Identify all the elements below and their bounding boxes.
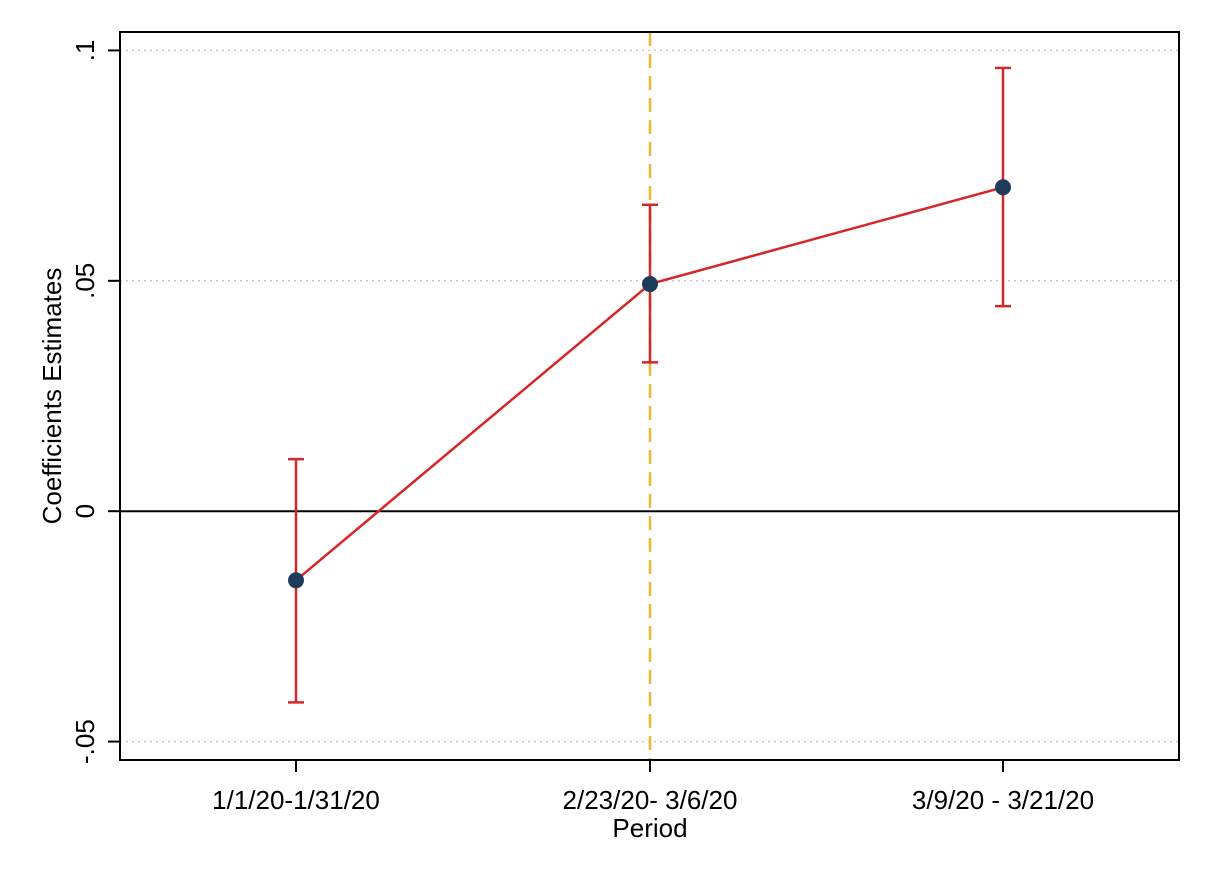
x-tick-label: 2/23/20- 3/6/20 <box>563 785 738 815</box>
x-tick-label: 3/9/20 - 3/21/20 <box>912 785 1094 815</box>
estimate-point <box>288 572 304 589</box>
y-tick-label: 0 <box>70 504 100 518</box>
estimate-point <box>995 179 1011 196</box>
estimate-point <box>642 276 658 293</box>
y-tick-label: .1 <box>70 40 100 62</box>
y-axis-title: Coefficients Estimates <box>37 268 67 525</box>
y-tick-label: .05 <box>70 263 100 299</box>
x-tick-label: 1/1/20-1/31/20 <box>212 785 380 815</box>
axes: -.05 0 .05 .1 1/1/20-1/31/20 2/23/20- 3/6/20 3… <box>70 40 1094 815</box>
reference-lines <box>120 32 1179 760</box>
y-tick-label: -.05 <box>70 719 100 764</box>
x-axis-title: Period <box>612 813 687 843</box>
point-markers <box>288 179 1011 589</box>
